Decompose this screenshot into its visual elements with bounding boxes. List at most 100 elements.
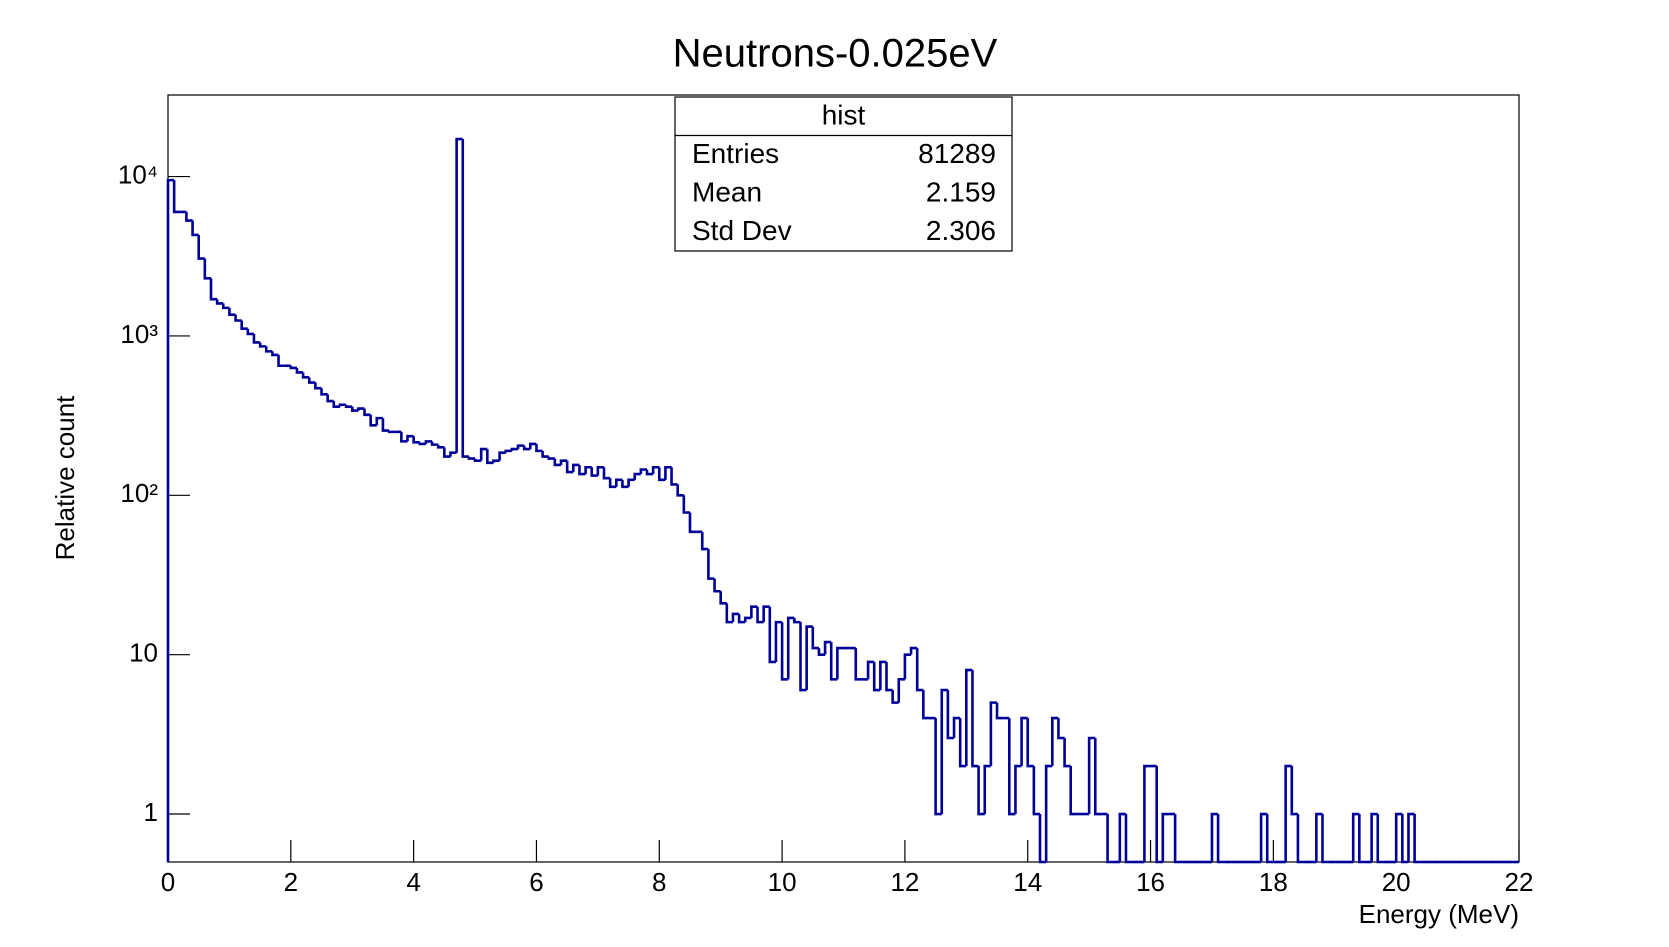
histogram-bin: [375, 416, 383, 426]
histogram-bin: [590, 467, 598, 477]
histogram-bin: [326, 394, 334, 403]
histogram-bin: [295, 367, 304, 374]
histogram-bin: [1321, 814, 1329, 864]
histogram-bin: [541, 450, 549, 458]
histogram-bin: [762, 605, 770, 623]
histogram-bin: [307, 377, 316, 384]
histogram-bin: [854, 648, 862, 681]
histogram-bin: [633, 472, 641, 480]
histogram-bin: [866, 660, 875, 680]
histogram-bin: [191, 220, 199, 237]
histogram-bin: [240, 320, 248, 331]
histogram-bin: [301, 372, 310, 379]
histogram-bin: [234, 314, 242, 322]
histogram-bin: [553, 458, 562, 467]
histogram-bin: [455, 137, 463, 453]
histogram-bin: [596, 465, 605, 476]
histogram-bin: [915, 648, 924, 692]
stats-box: [674, 96, 1013, 252]
histogram-bin: [338, 403, 347, 407]
histogram-bin: [1407, 812, 1415, 862]
histogram-bin: [252, 333, 261, 344]
x-tick-label: 12: [890, 867, 919, 897]
histogram-bin: [1026, 718, 1034, 768]
x-tick-label: 20: [1382, 867, 1411, 897]
histogram-bin: [700, 531, 709, 551]
histogram-bin: [535, 443, 543, 453]
histogram-bin: [289, 365, 297, 370]
histogram-bin: [670, 467, 678, 486]
x-tick-label: 2: [284, 867, 298, 897]
histogram-bin: [1284, 764, 1292, 862]
histogram-bin: [400, 431, 408, 443]
histogram-bin: [277, 354, 285, 368]
histogram-bin: [897, 678, 905, 703]
histogram-bin: [1143, 764, 1151, 862]
stats-label: Mean: [692, 177, 762, 208]
histogram-bin: [657, 467, 666, 482]
histogram-bin: [1265, 814, 1274, 864]
histogram-bin: [1296, 814, 1305, 864]
histogram-bin: [614, 478, 623, 487]
y-tick-label: 10: [129, 638, 158, 668]
histogram-bin: [381, 418, 390, 432]
histogram-bin: [185, 211, 193, 222]
histogram-bin: [891, 690, 899, 704]
histogram-bin: [608, 478, 617, 489]
histogram-bin: [504, 449, 512, 453]
histogram-bin: [1124, 814, 1133, 864]
histogram-bin: [768, 606, 776, 664]
histogram-bin: [731, 612, 740, 623]
histogram-bin: [430, 441, 439, 446]
histogram-bin: [461, 139, 469, 458]
x-tick-label: 14: [1013, 867, 1042, 897]
histogram-bin: [559, 459, 568, 465]
histogram-bin: [1290, 766, 1298, 816]
histogram-bin: [940, 688, 948, 815]
x-tick-label: 22: [1505, 867, 1534, 897]
histogram-bin: [676, 484, 684, 497]
stats-value: 2.306: [926, 215, 996, 246]
histogram-bin: [1050, 716, 1059, 767]
histogram-bin: [344, 404, 353, 408]
histogram-bin: [639, 468, 647, 475]
histogram-bin: [1057, 718, 1065, 740]
histogram-bin: [1093, 737, 1102, 816]
histogram-bin: [774, 620, 783, 662]
histogram-bin: [578, 464, 586, 476]
histogram-bin: [1020, 716, 1028, 767]
histogram-bin: [780, 622, 789, 681]
histogram-bin: [332, 401, 340, 408]
histogram-bin: [572, 463, 580, 473]
histogram-bin: [172, 180, 181, 214]
histogram-bin: [719, 591, 727, 605]
histogram-bin: [1394, 812, 1403, 862]
histogram-bin: [258, 342, 267, 348]
histogram-bin: [221, 303, 230, 310]
histogram-bin: [707, 549, 715, 580]
histogram-bin: [793, 617, 801, 624]
histogram-bin: [166, 178, 175, 862]
histogram-bin: [872, 661, 881, 692]
histogram-bin: [197, 234, 205, 260]
histogram-bin: [836, 646, 844, 680]
histogram-bin: [1370, 812, 1378, 862]
histogram-bin: [1358, 814, 1366, 864]
histogram-bin: [602, 467, 611, 480]
histogram-bin: [1401, 814, 1409, 864]
histogram-bin: [1087, 736, 1096, 815]
histogram-bin: [350, 406, 359, 412]
histogram-bin: [1161, 812, 1169, 862]
histogram-bin: [664, 465, 672, 480]
y-axis-label: Relative count: [50, 395, 80, 561]
histogram-bin: [529, 442, 537, 450]
histogram-bin: [467, 456, 476, 460]
histogram-bin: [995, 702, 1004, 720]
histogram-bin: [1155, 766, 1163, 864]
histogram-bin: [1315, 812, 1323, 862]
histogram-bin: [314, 382, 322, 390]
histogram-bin: [1014, 764, 1022, 815]
histogram-bin: [1259, 812, 1268, 862]
histogram-bin: [817, 648, 826, 656]
x-tick-label: 18: [1259, 867, 1288, 897]
